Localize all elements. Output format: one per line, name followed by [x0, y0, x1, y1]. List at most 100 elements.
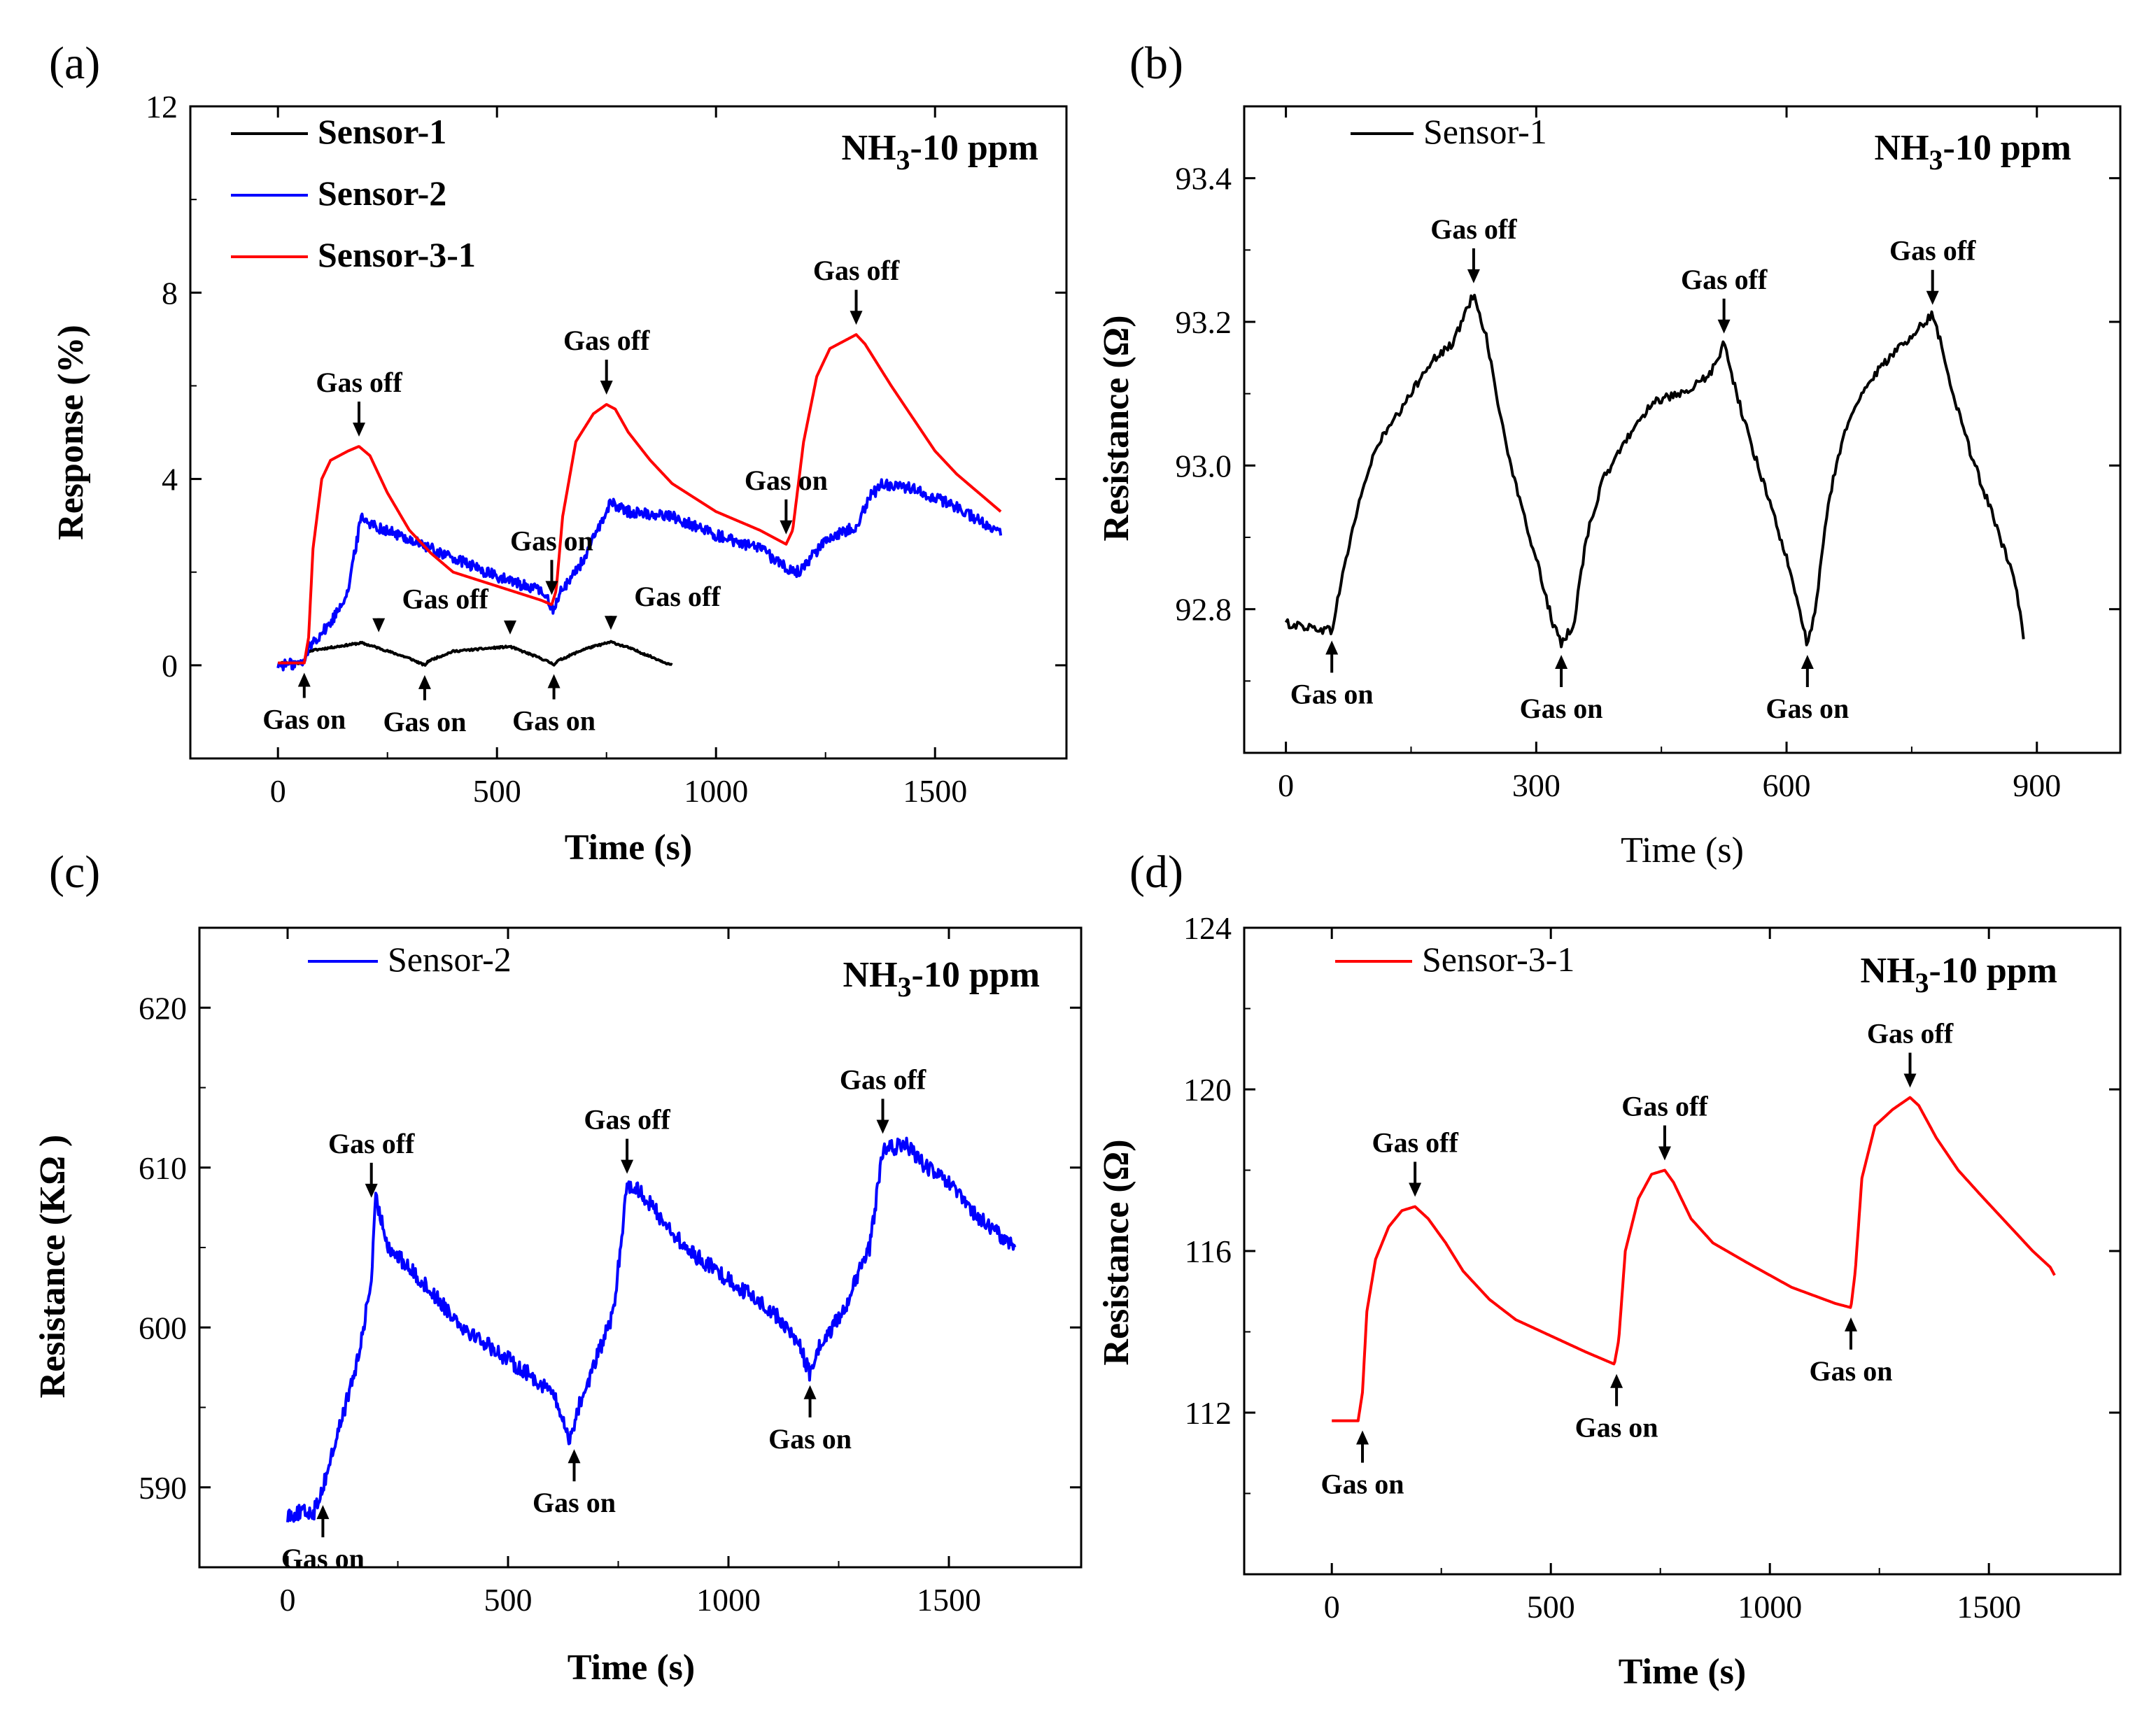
- annotation-label: Gas on: [1766, 693, 1849, 724]
- y-tick-label: 93.4: [1176, 161, 1232, 197]
- x-tick-label: 500: [484, 1582, 533, 1618]
- y-axis-label-a: Response (%): [51, 325, 91, 540]
- annotation-arrowhead: [850, 311, 863, 325]
- annotations-a: Gas off Gas off Gas off Gas on Gas on Gas on G…: [262, 255, 900, 737]
- legend-label: Sensor-2: [388, 940, 512, 979]
- axes-b: 0 300 600 900 92.8 93.0 93.2 93.4: [1176, 106, 2120, 803]
- annotation: Gas off: [328, 1128, 415, 1198]
- gas-label-c: NH3-10 ppm: [843, 955, 1040, 1003]
- annotations-c: Gas off Gas off Gas off Gas on Gas on Gas on: [281, 1064, 926, 1574]
- annotation-arrowhead: [1903, 1073, 1917, 1088]
- annotation-label: Gas on: [1810, 1355, 1893, 1387]
- annotation-arrowhead: [780, 520, 793, 535]
- annotation-label: Gas off: [1681, 264, 1768, 295]
- annotation: Gas off: [840, 1064, 926, 1134]
- x-tick-label: 0: [1278, 768, 1294, 803]
- annotation: Gas on: [281, 1505, 365, 1574]
- annotation-label: Gas on: [1321, 1469, 1404, 1500]
- y-tick-label: 124: [1183, 910, 1232, 946]
- panel-label-b: (b): [1129, 38, 1183, 89]
- y-tick-label: 120: [1183, 1072, 1232, 1108]
- annotation-arrowhead: [418, 674, 431, 689]
- annotation: Gas off: [1681, 264, 1768, 334]
- axes-d: 0 500 1000 1500 112 116 120 124: [1183, 910, 2120, 1625]
- annotation-label: Gas off: [402, 584, 489, 615]
- annotation-label: Gas on: [1520, 693, 1603, 724]
- annotation: Gas on: [510, 525, 593, 595]
- panel-label-d: (d): [1129, 847, 1183, 898]
- annotations-d: Gas off Gas off Gas off Gas on Gas on Gas on: [1321, 1018, 1954, 1500]
- plot-frame-b: [1243, 105, 2122, 754]
- annotation-arrowhead: [1610, 1373, 1623, 1388]
- annotation: Gas off: [1621, 1091, 1708, 1161]
- annotation-label: Gas on: [383, 706, 466, 737]
- annotation-arrowhead: [365, 1183, 378, 1198]
- x-axis-label-d: Time (s): [1619, 1652, 1746, 1692]
- annotation-label: Gas on: [281, 1543, 365, 1574]
- annotation: Gas on: [1520, 655, 1603, 724]
- series-group-a: [276, 333, 1003, 672]
- annotation: Gas off: [813, 255, 900, 325]
- annotation-arrowhead: [547, 674, 561, 688]
- annotation-label: Gas off: [840, 1064, 926, 1095]
- axes-c: 0 500 1000 1500 590 600 610 620: [139, 928, 1081, 1618]
- plot-frame-a: [189, 105, 1068, 760]
- annotation-arrowhead: [1658, 1146, 1671, 1161]
- annotation: Gas off: [1889, 235, 1976, 305]
- legend-a: Sensor-1 Sensor-2 Sensor-3-1: [231, 112, 476, 274]
- annotation-arrowhead: [568, 1449, 581, 1464]
- annotation-arrowhead: [297, 672, 311, 687]
- x-tick-label: 0: [280, 1582, 296, 1618]
- gas-label-d: NH3-10 ppm: [1861, 951, 2057, 998]
- annotation: Gas off: [1867, 1018, 1954, 1088]
- legend-label: Sensor-3-1: [1422, 940, 1574, 979]
- y-tick-label: 92.8: [1176, 592, 1232, 628]
- y-axis-label-b: Resistance (Ω): [1097, 315, 1136, 541]
- annotation-label: Gas on: [745, 465, 828, 496]
- annotation: Gas on: [1766, 655, 1849, 724]
- legend-c: Sensor-2: [308, 940, 512, 979]
- annotation: Gas off: [563, 325, 650, 395]
- x-tick-label: 1000: [696, 1582, 761, 1618]
- annotation: Gas off: [1430, 213, 1517, 283]
- annotation: Gas on: [1810, 1317, 1893, 1387]
- panel-label-a: (a): [49, 38, 100, 89]
- series-line-sensor-2: [276, 478, 1003, 672]
- annotation-label: Gas off: [563, 325, 650, 356]
- y-tick-label: 620: [139, 990, 187, 1026]
- annotation-arrowhead: [621, 1159, 634, 1174]
- annotation: Gas off: [1372, 1126, 1458, 1197]
- series-group-c: [286, 1136, 1017, 1523]
- y-axis-label-d: Resistance (Ω): [1097, 1139, 1136, 1365]
- annotation-arrowhead: [1325, 640, 1339, 655]
- legend-label: Sensor-3-1: [318, 235, 476, 274]
- x-tick-label: 300: [1512, 768, 1560, 803]
- gas-label-a: NH3-10 ppm: [842, 128, 1038, 176]
- y-tick-label: 93.0: [1176, 448, 1232, 483]
- legend-b: Sensor-1: [1351, 112, 1547, 151]
- x-tick-label: 500: [1527, 1589, 1575, 1625]
- annotation-arrowhead: [1409, 1182, 1422, 1197]
- annotation: Gas off: [316, 367, 402, 437]
- annotation: Gas off: [372, 584, 489, 633]
- x-tick-label: 1000: [684, 773, 748, 809]
- annotation-label: Gas off: [316, 367, 402, 398]
- x-tick-label: 0: [270, 773, 286, 809]
- annotation-label: Gas off: [634, 581, 721, 612]
- annotation-label: Gas off: [1372, 1126, 1458, 1158]
- annotation-arrowhead: [1717, 319, 1731, 334]
- legend-label: Sensor-2: [318, 174, 446, 213]
- annotation-label: Gas on: [768, 1423, 852, 1455]
- annotation: Gas on: [745, 465, 828, 535]
- annotation: Gas off: [584, 1104, 670, 1174]
- series-line-sensor-1: [277, 640, 673, 667]
- annotation-arrowhead: [803, 1385, 817, 1399]
- annotation-label: Gas off: [813, 255, 900, 286]
- annotation-label: Gas on: [512, 705, 596, 737]
- annotation: Gas on: [1290, 640, 1374, 709]
- annotation-arrowhead: [503, 620, 516, 635]
- x-axis-label-b: Time (s): [1621, 831, 1744, 870]
- x-tick-label: 900: [2013, 768, 2061, 803]
